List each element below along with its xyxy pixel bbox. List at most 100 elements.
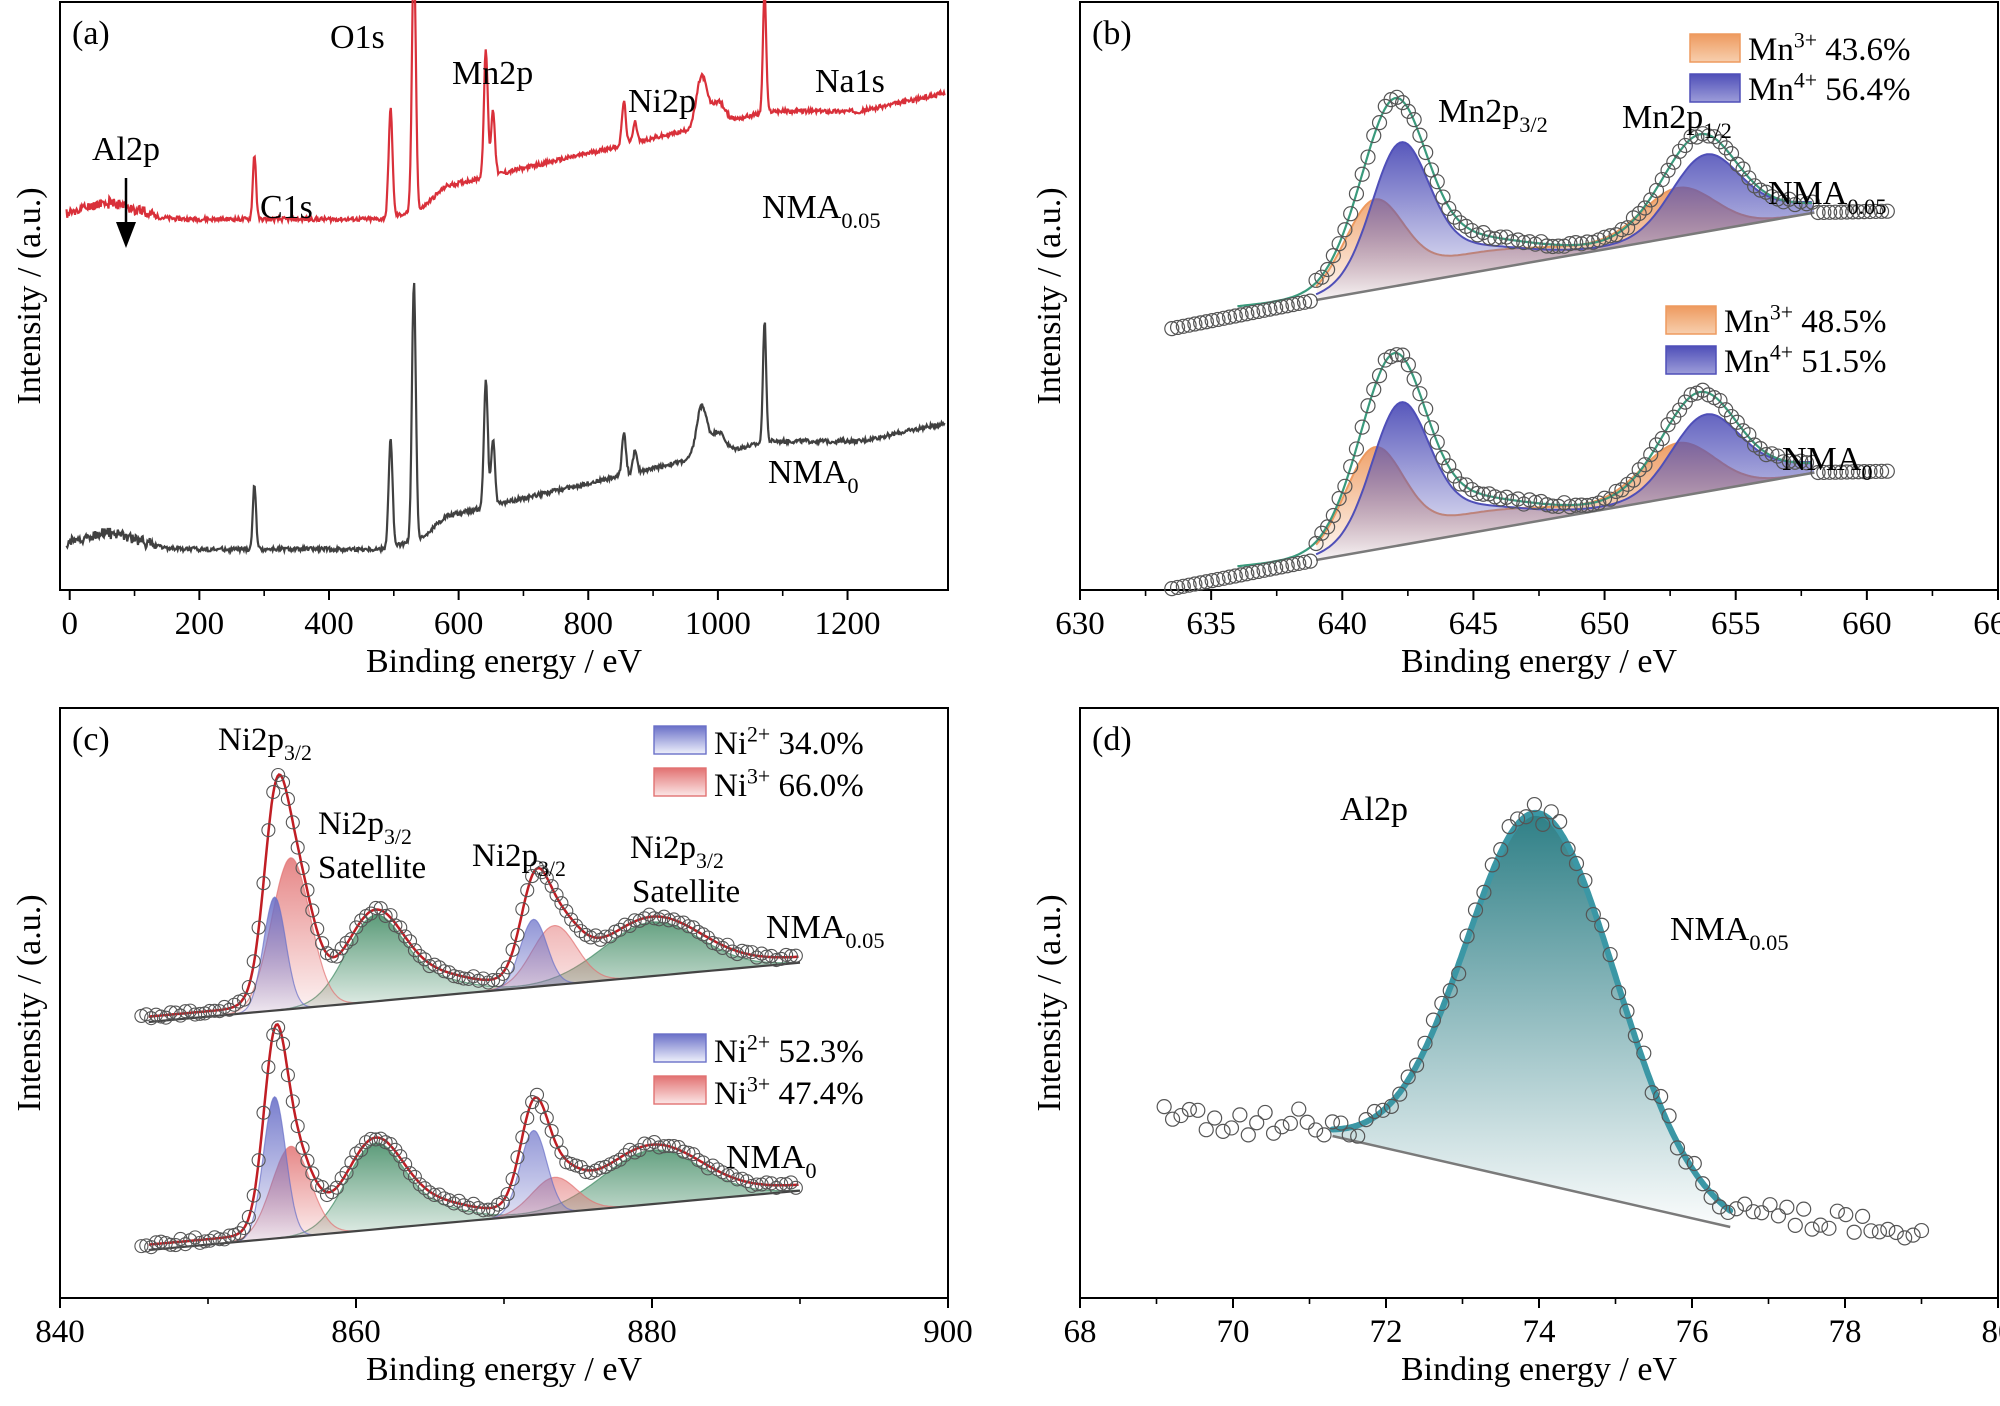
y-axis-label: Intensity / (a.u.): [1031, 894, 1068, 1111]
mn-data-point: [1175, 318, 1191, 334]
al-data-point: [1854, 1208, 1871, 1224]
al-data-point: [1796, 1201, 1812, 1217]
al2p-baseline: [1332, 1134, 1731, 1229]
mn-data-point: [1873, 203, 1890, 219]
mn-data-point: [1291, 555, 1307, 572]
ni-data-point: [647, 1134, 662, 1150]
al-data-point: [1653, 1088, 1669, 1105]
ni-data-point: [456, 971, 471, 986]
mn-data-point: [1400, 357, 1416, 373]
al-data-point: [1467, 902, 1484, 918]
ni-data-point: [715, 940, 730, 956]
x-tick-label: 70: [1217, 1314, 1250, 1350]
ni-data-point: [188, 1007, 203, 1022]
mn-data-point: [1273, 559, 1290, 575]
mn-data-point: [1781, 453, 1797, 469]
ni-data-point: [637, 911, 652, 926]
mn-data-point: [1712, 392, 1728, 409]
sample-label-al: NMA0.05: [1670, 911, 1789, 955]
ni-data-point: [212, 1232, 227, 1247]
ni-data-point: [764, 1176, 779, 1191]
ni-data-point: [310, 921, 325, 936]
mn-data-point: [1545, 498, 1561, 514]
mn-data-point: [1406, 111, 1422, 128]
ni-data-point: [676, 915, 691, 930]
ni-data-point: [285, 1094, 300, 1109]
panel-a-frame: [59, 1, 949, 591]
al-data-point: [1787, 1217, 1803, 1233]
ni-data-point: [700, 930, 715, 945]
mn-data-point: [1850, 464, 1867, 480]
ni-data-point: [476, 1203, 491, 1218]
ni-data-point: [368, 900, 383, 916]
legend-label-ni2-0: Ni2+ 34.0%: [714, 723, 864, 763]
mn-data-point: [1620, 476, 1636, 492]
ni-data-point: [412, 1177, 427, 1192]
al-data-point: [1636, 1045, 1652, 1061]
mn-data-point: [1643, 446, 1659, 463]
mn-data-point: [1325, 507, 1341, 524]
mn-data-point: [1175, 578, 1191, 594]
mn-data-point: [1360, 398, 1376, 414]
al-data-point: [1392, 1086, 1408, 1102]
survey-line-nma0: [65, 282, 946, 556]
ni-data-point: [275, 775, 291, 790]
x-tick-label: 860: [331, 1314, 381, 1350]
al-data-point: [1711, 1199, 1728, 1215]
mn-data-point: [1562, 236, 1578, 252]
al-data-point: [1610, 984, 1627, 1001]
mn-data-point: [1458, 477, 1474, 493]
mn-data-point: [1614, 221, 1630, 238]
peak-label-al2p: Al2p: [1340, 791, 1408, 828]
mn-data-point: [1527, 494, 1543, 511]
mn-data-point: [1568, 497, 1584, 513]
ni-data-point: [295, 1140, 310, 1155]
mn-data-point: [1343, 206, 1359, 222]
mn-data-point: [1181, 577, 1197, 593]
mn-data-point: [1758, 184, 1774, 200]
mn-data-point: [1348, 441, 1365, 457]
al-data-point: [1240, 1127, 1256, 1143]
mn-data-point: [1371, 368, 1388, 384]
al-data-point: [1568, 855, 1585, 872]
al-data-point: [1913, 1222, 1930, 1239]
mn-data-point: [1221, 569, 1238, 585]
ni-data-point: [241, 1209, 256, 1225]
mn-data-point: [1625, 210, 1642, 226]
mn-data-point: [1210, 311, 1226, 328]
ni-data-point: [783, 1175, 799, 1190]
mn-data-point: [1262, 301, 1278, 317]
x-tick-label: 630: [1055, 606, 1105, 642]
mn-data-point: [1579, 497, 1595, 514]
mn-data-point: [1400, 103, 1416, 119]
ni-data-point: [305, 903, 320, 918]
ni-data-point: [637, 1136, 652, 1151]
mn-data-point: [1221, 309, 1238, 325]
al-data-point: [1207, 1110, 1223, 1126]
ni-data-point: [627, 913, 642, 928]
ni-fit-line-0: [148, 773, 799, 1018]
ni-data-point: [617, 917, 632, 932]
ni3-component-1: [148, 1146, 801, 1250]
mn-data-point: [1244, 564, 1261, 581]
mn4-component-0: [1316, 142, 1815, 300]
mn-data-point: [1683, 128, 1699, 145]
al-data-point: [1518, 809, 1534, 825]
al-data-point: [1804, 1221, 1820, 1237]
panel-a: 0 200 400 600 800 1000 1200 Binding energy / eV…: [11, 0, 949, 680]
mn-data-point: [1643, 192, 1659, 208]
al-data-point: [1425, 1012, 1442, 1028]
mn-data-point: [1429, 434, 1445, 450]
panel-label: (a): [72, 15, 110, 52]
mn-data-point: [1660, 162, 1676, 179]
ni-data-point: [779, 947, 794, 962]
ni-data-point: [446, 969, 462, 984]
legend-swatch-mn3-0: [1689, 33, 1741, 63]
al-data-point: [1770, 1208, 1787, 1224]
mn-data-point: [1723, 408, 1740, 425]
al-data-point: [1358, 1112, 1374, 1128]
mn-data-point: [1573, 497, 1590, 513]
ni-data-point: [593, 1160, 608, 1175]
al-data-point: [1703, 1189, 1719, 1205]
al-data-point: [1493, 842, 1509, 858]
